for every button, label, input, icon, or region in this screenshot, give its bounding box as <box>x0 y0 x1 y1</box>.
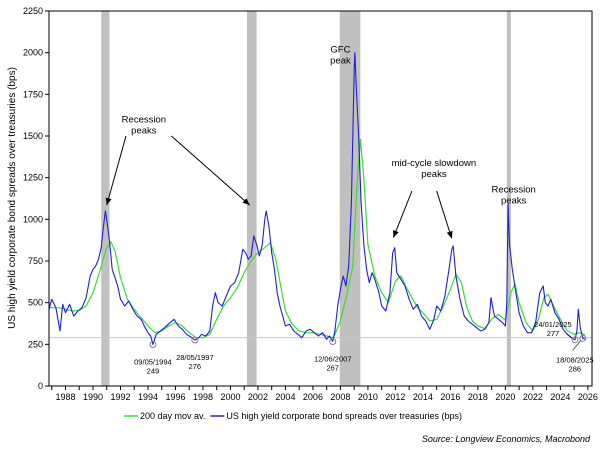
arrow-head <box>393 230 399 238</box>
arrow-head <box>105 197 112 206</box>
annotation-text: peaks <box>421 169 447 180</box>
trough-date: 24/01/2025 <box>534 320 572 329</box>
recession-band <box>339 11 361 386</box>
annotation-text: GFC <box>330 45 350 56</box>
x-tick-label: 2004 <box>275 392 295 402</box>
y-tick-label: 1250 <box>23 173 43 183</box>
y-tick-label: 1000 <box>23 214 43 224</box>
legend-label: 200 day mov av. <box>140 411 205 421</box>
trough-date: 09/05/1994 <box>134 358 172 367</box>
x-tick-label: 2014 <box>413 392 433 402</box>
y-tick-label: 500 <box>28 298 43 308</box>
y-tick-label: 2000 <box>23 48 43 58</box>
x-tick-label: 1996 <box>165 392 185 402</box>
annotation-text: peak <box>330 56 351 67</box>
y-tick-label: 0 <box>38 381 43 391</box>
x-tick-label: 2010 <box>358 392 378 402</box>
annotation-text: peaks <box>131 126 157 137</box>
legend: 200 day mov av. US high yield corporate b… <box>124 411 462 421</box>
y-tick-label: 1500 <box>23 131 43 141</box>
x-tick-label: 2012 <box>385 392 405 402</box>
x-tick-label: 2024 <box>550 392 570 402</box>
x-tick-label: 2018 <box>468 392 488 402</box>
x-tick-label: 2008 <box>330 392 350 402</box>
annotation-text: Recession <box>491 185 535 196</box>
arrow-shaft <box>436 190 453 239</box>
trough-value: 277 <box>547 329 560 338</box>
trough-marker <box>149 341 157 348</box>
plot-border <box>48 10 593 387</box>
arrow-shaft <box>171 135 251 206</box>
trough-value: 249 <box>147 367 160 376</box>
trough-marker <box>571 336 579 344</box>
trough-marker <box>579 334 587 342</box>
legend-label: US high yield corporate bond spreads ove… <box>226 411 462 421</box>
annotation-text: Recession <box>122 115 166 126</box>
trough-marker <box>329 338 337 345</box>
x-tick-label: 2020 <box>495 392 515 402</box>
trough-leader <box>572 340 582 351</box>
series-lines <box>48 52 586 346</box>
trough-value: 267 <box>326 364 339 373</box>
trough-date: 18/08/2025 <box>556 355 594 364</box>
y-axis: 0 250 500 750 1000 1250 1500 1750 2000 2250 <box>23 6 49 391</box>
y-tick-label: 750 <box>28 256 43 266</box>
trough-markers <box>149 334 587 348</box>
recession-band <box>246 11 257 386</box>
trough-value: 276 <box>189 362 202 371</box>
annotation-text: mid-cycle slowdown <box>392 158 476 169</box>
trough-marker <box>191 336 199 344</box>
arrow-head <box>242 198 250 206</box>
x-tick-label: 1988 <box>55 392 75 402</box>
arrow-head <box>446 230 453 239</box>
annotation-text: peaks <box>501 196 527 207</box>
x-tick-label: 2022 <box>523 392 543 402</box>
trough-date: 28/05/1997 <box>176 353 214 362</box>
x-tick-label: 2000 <box>220 392 240 402</box>
x-tick-label: 1998 <box>193 392 213 402</box>
x-tick-label: 2002 <box>248 392 268 402</box>
y-tick-label: 1750 <box>23 89 43 99</box>
arrow-shaft <box>106 135 127 206</box>
x-tick-label: 1994 <box>138 392 158 402</box>
annotation-arrows <box>105 135 453 239</box>
trough-leader <box>566 333 573 339</box>
hy-spread-line <box>48 52 586 346</box>
y-tick-label: 250 <box>28 339 43 349</box>
y-tick-label: 2250 <box>23 6 43 16</box>
x-tick-label: 2016 <box>440 392 460 402</box>
trough-value: 286 <box>569 364 582 373</box>
x-tick-label: 1992 <box>110 392 130 402</box>
trough-date: 12/06/2007 <box>314 355 352 364</box>
plot-frame <box>48 10 593 387</box>
y-axis-label: US high yield corporate bond spreads ove… <box>7 67 18 329</box>
recession-band <box>506 11 511 386</box>
x-tick-label: 2006 <box>303 392 323 402</box>
x-tick-label: 1990 <box>83 392 103 402</box>
arrow-shaft <box>392 190 413 238</box>
recession-bands <box>101 11 511 386</box>
source-note: Source: Longview Economics, Macrobond <box>422 434 591 444</box>
moving-average-line <box>49 138 586 339</box>
x-tick-label: 2026 <box>578 392 598 402</box>
x-axis: 1988 1990 1992 1994 1996 1998 2000 2002 2004 2006… <box>51 386 598 402</box>
recession-band <box>101 11 110 386</box>
